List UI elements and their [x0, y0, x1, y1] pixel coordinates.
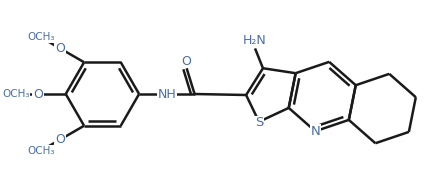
Text: H₂N: H₂N [243, 34, 267, 47]
Text: O: O [33, 88, 43, 101]
Text: N: N [310, 125, 320, 138]
Text: S: S [255, 116, 263, 129]
Text: O: O [182, 55, 192, 68]
Text: O: O [55, 42, 65, 55]
Text: OCH₃: OCH₃ [27, 146, 55, 156]
Text: OCH₃: OCH₃ [2, 89, 30, 99]
Text: NH: NH [157, 88, 176, 101]
Text: O: O [55, 133, 65, 146]
Text: OCH₃: OCH₃ [27, 32, 55, 43]
